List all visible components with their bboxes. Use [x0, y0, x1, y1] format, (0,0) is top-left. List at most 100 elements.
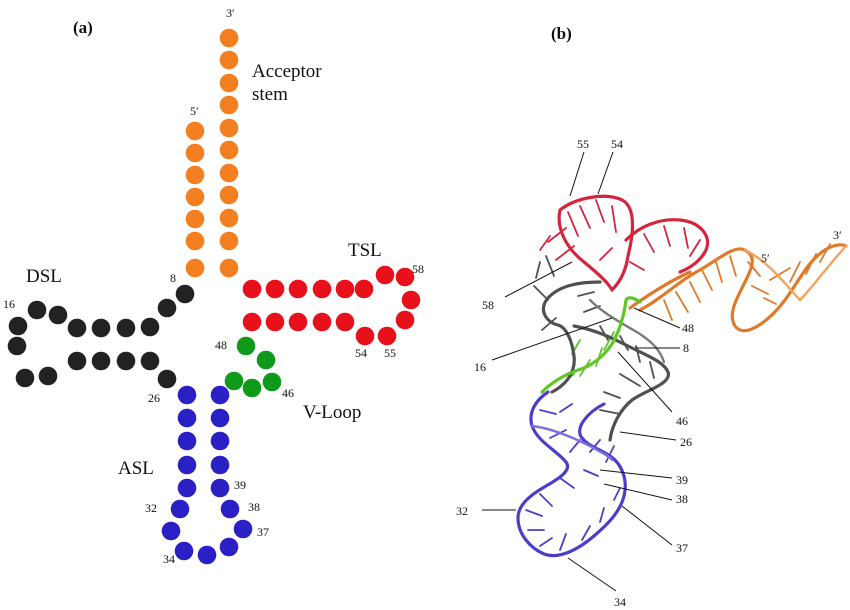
a-label-5prime: 5′ [190, 104, 199, 118]
base-tick [715, 261, 723, 283]
nucleotide-dot [219, 118, 239, 138]
nucleotide-dot [161, 521, 181, 541]
base-tick [613, 487, 621, 501]
nucleotide-dot [91, 318, 111, 338]
nucleotide-dot [219, 50, 239, 70]
a-label-54: 54 [355, 346, 367, 360]
base-tick [729, 255, 737, 277]
base-tick [549, 429, 567, 439]
b-label-39: 39 [676, 473, 688, 487]
nucleotide-dot [219, 95, 239, 115]
tsl-backbone [557, 194, 710, 292]
nucleotide-dot [185, 258, 205, 278]
nucleotide-dot [354, 279, 374, 299]
b-label-16: 16 [474, 360, 486, 374]
panel-b-label: (b) [551, 24, 572, 43]
b-label-3prime: 3′ [833, 228, 842, 242]
asl-nucleotides [161, 385, 253, 565]
b-label-8: 8 [683, 341, 689, 355]
asl-backbone-light [530, 424, 614, 462]
nucleotide-dot [265, 279, 285, 299]
nucleotide-dot [355, 326, 375, 346]
nucleotide-dot [224, 371, 244, 391]
base-tick [577, 291, 595, 297]
base-tick [683, 227, 689, 249]
nucleotide-dot [170, 499, 190, 519]
nucleotide-dot [236, 336, 256, 356]
a-label-3prime: 3′ [226, 6, 235, 20]
base-tick [545, 255, 555, 277]
dsl-label: DSL [26, 266, 62, 287]
nucleotide-dot [67, 351, 87, 371]
nucleotide-dot [395, 267, 415, 287]
b-label-38: 38 [676, 492, 688, 506]
a-label-16: 16 [3, 297, 15, 311]
nucleotide-dot [185, 187, 205, 207]
a-label-34: 34 [163, 552, 175, 566]
panel-a-label: (a) [73, 18, 93, 37]
base-tick [559, 403, 573, 413]
nucleotide-dot [242, 279, 262, 299]
base-tick [535, 261, 541, 279]
nucleotide-dot [210, 455, 230, 475]
vloop-backbone [540, 296, 642, 394]
nucleotide-dot [288, 312, 308, 332]
base-tick [603, 331, 615, 351]
base-tick [649, 361, 655, 379]
base-tick [525, 509, 543, 517]
base-tick [599, 507, 605, 523]
nucleotide-dot [288, 279, 308, 299]
base-tick [539, 235, 551, 251]
b-label-32: 32 [456, 504, 468, 518]
nucleotide-dot [185, 209, 205, 229]
base-tick [619, 373, 641, 387]
a-label-55: 55 [384, 346, 396, 360]
base-tick [539, 537, 553, 547]
nucleotide-dot [219, 163, 239, 183]
nucleotide-dot [15, 368, 35, 388]
base-tick [747, 261, 761, 277]
nucleotide-dot [185, 121, 205, 141]
nucleotide-dot [242, 312, 262, 332]
acceptor-stem-nucleotides [185, 28, 239, 278]
nucleotide-dot [233, 519, 253, 539]
base-tick [689, 239, 701, 257]
nucleotide-dot [401, 290, 421, 310]
nucleotide-dot [140, 317, 160, 337]
base-tick [599, 247, 613, 261]
base-tick [643, 233, 655, 253]
nucleotide-dot [219, 140, 239, 160]
tertiary-structure: (b) 55 54 3′ 5′ [456, 24, 848, 609]
nucleotide-dot [91, 351, 111, 371]
base-tick [581, 525, 591, 541]
nucleotide-dot [219, 28, 239, 48]
base-tick [559, 533, 567, 551]
base-tick [547, 227, 567, 243]
nucleotide-dot [210, 431, 230, 451]
base-tick [763, 297, 777, 305]
nucleotide-dot [185, 143, 205, 163]
nucleotide-dot [174, 541, 194, 561]
base-tick [583, 469, 599, 477]
nucleotide-dot [219, 185, 239, 205]
b-label-58: 58 [482, 298, 494, 312]
nucleotide-dot [265, 312, 285, 332]
vloop-label: V-Loop [303, 402, 361, 423]
tsl-label: TSL [348, 240, 382, 261]
base-tick [605, 445, 615, 463]
nucleotide-dot [177, 455, 197, 475]
b-label-5prime: 5′ [761, 251, 770, 265]
a-label-37: 37 [257, 525, 269, 539]
nucleotide-dot [312, 312, 332, 332]
base-tick [567, 211, 579, 237]
base-tick [533, 285, 549, 301]
b-label-26: 26 [680, 435, 692, 449]
nucleotide-dot [177, 478, 197, 498]
nucleotide-dot [242, 378, 262, 398]
acceptor-stem-label-line1: Acceptor [252, 61, 322, 82]
a-label-46: 46 [282, 386, 294, 400]
base-tick [595, 199, 605, 223]
base-tick [603, 391, 621, 399]
base-tick [569, 439, 581, 453]
base-tick [769, 267, 791, 281]
